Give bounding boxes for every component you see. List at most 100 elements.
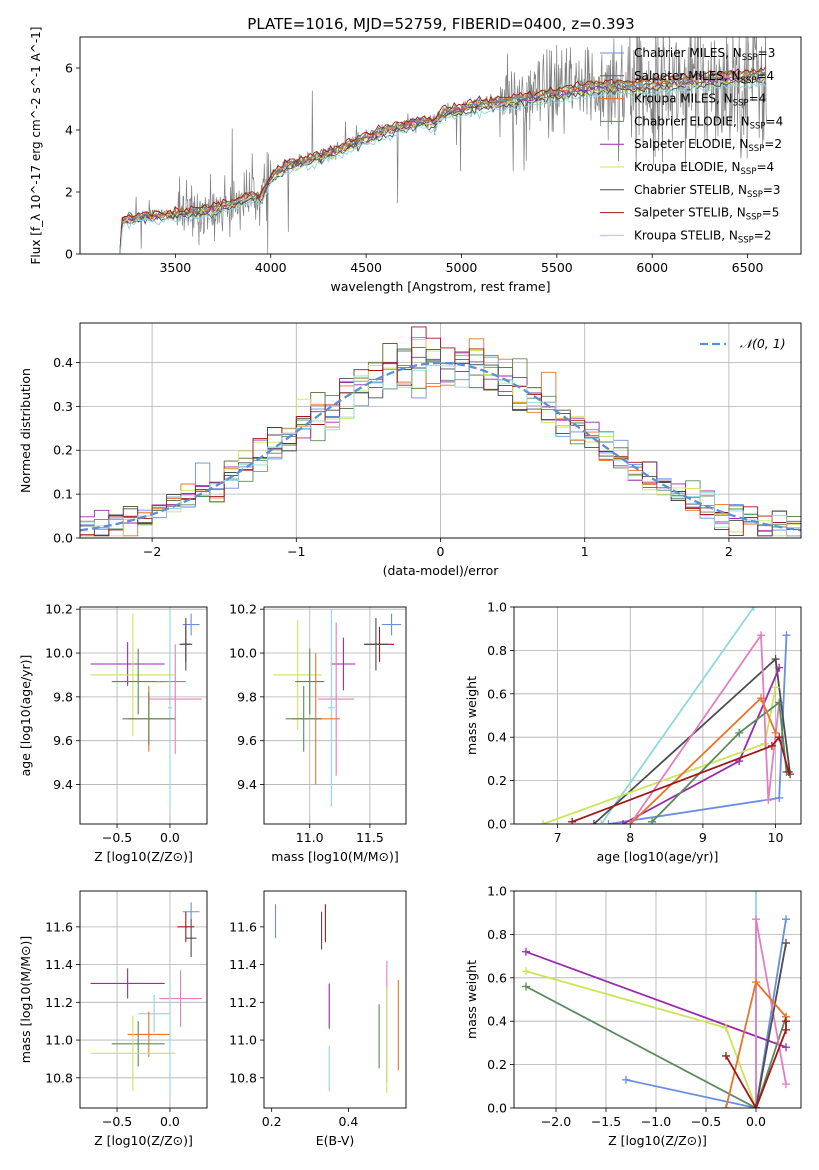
data-point bbox=[295, 648, 325, 715]
weight-marker bbox=[604, 820, 613, 824]
plot-area-mass_vs_Z bbox=[90, 902, 202, 1097]
y-tick-label: 9.8 bbox=[53, 689, 73, 704]
weight-marker bbox=[775, 793, 784, 802]
model-line-salpeter-elodie bbox=[119, 76, 766, 253]
x-tick-label: 2 bbox=[725, 544, 733, 559]
data-point bbox=[167, 983, 173, 1097]
y-tick-label: 11.2 bbox=[229, 995, 257, 1010]
y-tick-label: 10.2 bbox=[229, 602, 257, 617]
x-tick-label: 0.0 bbox=[160, 830, 180, 845]
data-point bbox=[90, 642, 165, 686]
weight-marker bbox=[568, 817, 577, 824]
y-tick-label: 10.0 bbox=[229, 646, 257, 661]
axes-age_vs_Z: −0.5 0.0 9.4 9.6 9.8 10.0 10.2 Z [log10(Z/Z⊙)] a… bbox=[18, 602, 208, 864]
x-tick-label: −1.5 bbox=[591, 1114, 621, 1129]
weight-marker bbox=[771, 728, 780, 737]
weight-marker bbox=[771, 655, 780, 664]
y-tick-label: 0.2 bbox=[487, 773, 507, 788]
weight-line bbox=[725, 1021, 787, 1108]
axes-frame bbox=[79, 36, 802, 255]
data-point bbox=[180, 617, 192, 671]
weight-marker bbox=[782, 939, 790, 948]
weight-marker bbox=[782, 1043, 790, 1052]
x-tick-label: 7 bbox=[554, 830, 562, 845]
weight-marker bbox=[722, 1104, 730, 1108]
weight-marker bbox=[784, 767, 793, 776]
legend-label: Kroupa MILES, NSSP=4 bbox=[634, 92, 766, 109]
data-point bbox=[148, 644, 202, 754]
data-point bbox=[381, 613, 402, 636]
model-line-kroupa-miles bbox=[119, 70, 766, 254]
data-point bbox=[90, 613, 176, 737]
y-tick-label: 0.6 bbox=[487, 970, 507, 985]
weight-marker bbox=[782, 1025, 790, 1034]
weight-marker bbox=[522, 967, 530, 976]
axes-frame bbox=[79, 890, 208, 1109]
data-point bbox=[285, 685, 322, 752]
weight-marker bbox=[752, 1104, 760, 1108]
y-axis-label: Normed distribution bbox=[18, 368, 33, 493]
legend-label: Chabrier MILES, NSSP=3 bbox=[634, 46, 775, 63]
weight-marker bbox=[764, 796, 773, 805]
y-tick-label: 1.0 bbox=[487, 600, 507, 615]
weight-marker bbox=[752, 915, 760, 924]
y-axis-label: Flux [f_λ 10^-17 erg cm^-2 s^-1 A^-1] bbox=[29, 27, 43, 265]
weight-marker bbox=[597, 820, 606, 824]
x-tick-label: 0.2 bbox=[262, 1114, 282, 1129]
y-tick-label: 1.0 bbox=[487, 884, 507, 899]
x-axis-label: Z [log10(Z/Z⊙)] bbox=[94, 849, 193, 864]
y-tick-label: 0 bbox=[65, 247, 73, 262]
weight-marker bbox=[775, 663, 784, 672]
data-point bbox=[331, 637, 356, 691]
y-axis-label: mass [log10(M/M⊙)] bbox=[18, 936, 33, 1064]
x-tick-label: 6500 bbox=[732, 260, 764, 275]
weight-marker bbox=[622, 1075, 630, 1084]
axes-frame bbox=[79, 606, 208, 825]
plot-area-age_vs_Z bbox=[90, 609, 202, 807]
x-axis-label: wavelength [Angstrom, rest frame] bbox=[330, 279, 550, 294]
y-tick-label: 9.4 bbox=[53, 777, 73, 792]
x-tick-label: 0.0 bbox=[746, 1114, 766, 1129]
weight-marker bbox=[757, 631, 766, 640]
data-point bbox=[122, 692, 176, 746]
axes-weight_vs_Z: −2.0 −1.5 −1.0 −0.5 0.0 0.0 0.2 0.4 0.6 0.8 1.0 Z [… bbox=[464, 884, 802, 1148]
x-axis-label: (data-model)/error bbox=[383, 563, 500, 578]
legend-label: Salpeter ELODIE, NSSP=2 bbox=[634, 137, 782, 154]
axes-mass_vs_ebv: 0.2 0.4 10.8 11.0 11.2 11.4 11.6 E(B-V) bbox=[229, 890, 407, 1148]
y-tick-label: 0.0 bbox=[487, 817, 507, 832]
weight-marker bbox=[648, 817, 657, 824]
axes-spectrum: 3500 4000 4500 5000 5500 6000 6500 0 2 4 6 waveleng… bbox=[29, 27, 802, 294]
y-tick-label: 0.3 bbox=[53, 399, 73, 414]
histogram-chabrier-stelib bbox=[80, 348, 801, 537]
y-tick-label: 9.6 bbox=[53, 733, 73, 748]
normal-distribution-line bbox=[80, 361, 801, 532]
plot-area-weight_vs_age bbox=[539, 607, 795, 824]
x-axis-label: Z [log10(Z/Z⊙)] bbox=[94, 1133, 193, 1148]
legend: Chabrier MILES, NSSP=3 Salpeter MILES, NS… bbox=[600, 46, 783, 245]
x-tick-label: 0.4 bbox=[338, 1114, 358, 1129]
data-point bbox=[327, 609, 335, 807]
weight-line bbox=[525, 970, 757, 1108]
weight-marker bbox=[752, 978, 760, 987]
y-tick-label: 0.2 bbox=[53, 443, 73, 458]
data-point bbox=[177, 911, 195, 942]
weight-marker bbox=[752, 891, 760, 895]
axes-frame bbox=[263, 890, 407, 1109]
x-tick-label: −0.5 bbox=[691, 1114, 721, 1129]
x-tick-label: 6000 bbox=[636, 260, 668, 275]
model-line-kroupa-elodie bbox=[119, 74, 766, 254]
x-tick-label: 1 bbox=[581, 544, 589, 559]
axes-frame bbox=[79, 322, 802, 539]
weight-line bbox=[755, 942, 787, 1108]
y-tick-label: 0.0 bbox=[487, 1101, 507, 1116]
axes-weight_vs_age: 7 8 9 10 0.0 0.2 0.4 0.6 0.8 1.0 age [log10(age/yr… bbox=[464, 600, 802, 864]
model-line-salpeter-miles bbox=[119, 72, 766, 253]
data-point bbox=[111, 1021, 165, 1067]
weight-marker bbox=[722, 1051, 730, 1060]
x-tick-label: 10 bbox=[768, 830, 784, 845]
y-tick-label: 4 bbox=[65, 123, 73, 138]
y-tick-label: 11.4 bbox=[45, 957, 73, 972]
x-tick-label: 5500 bbox=[541, 260, 573, 275]
weight-marker bbox=[522, 947, 530, 956]
